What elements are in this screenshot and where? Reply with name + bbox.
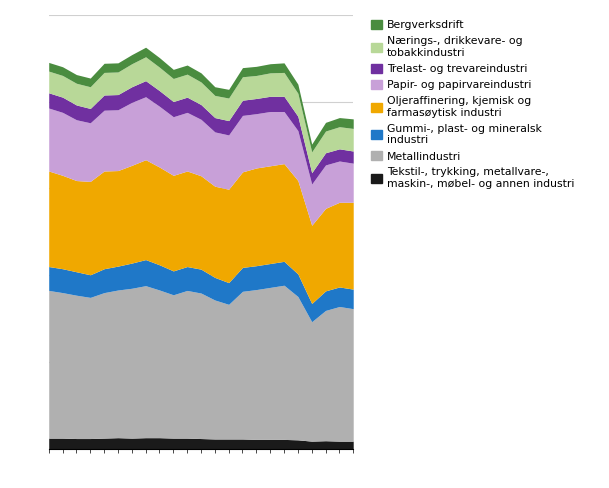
Legend: Bergverksdrift, Nærings-, drikkevare- og
tobakkindustri, Trelast- og trevareindu: Bergverksdrift, Nærings-, drikkevare- og… bbox=[371, 20, 574, 189]
